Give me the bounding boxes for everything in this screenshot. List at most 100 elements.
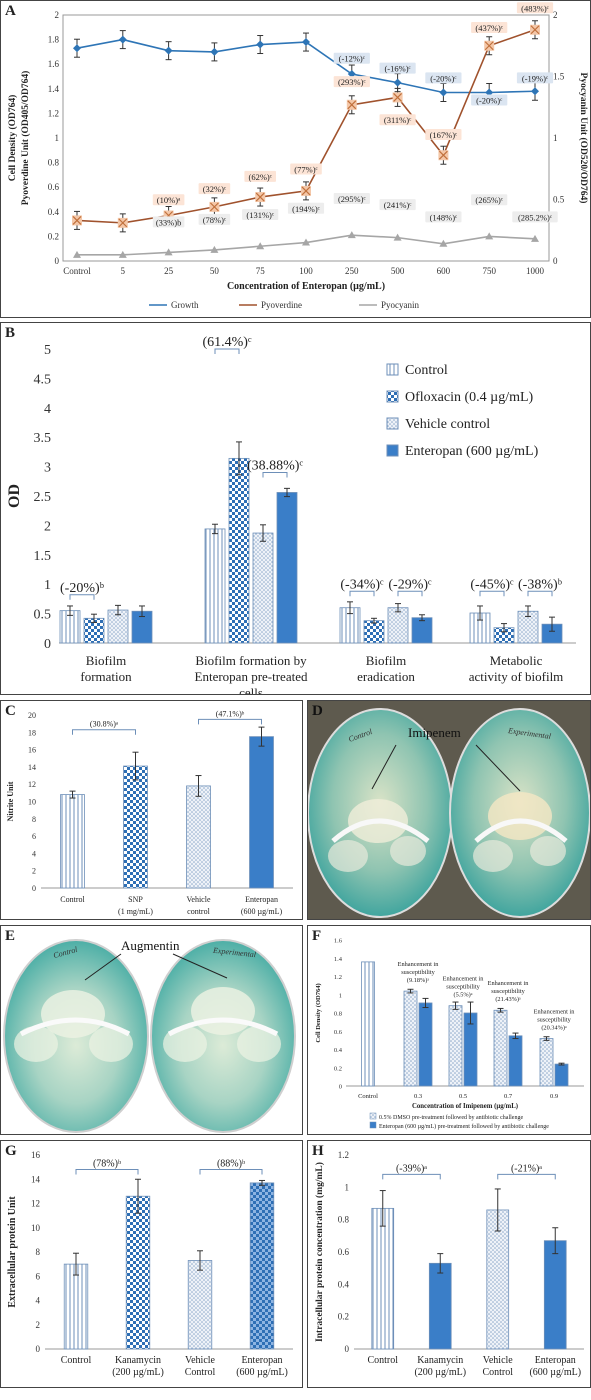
- annotation-box: [290, 163, 322, 175]
- y-tick-label-left: 2: [55, 10, 60, 20]
- annotation-label: (10%)ᵃ: [157, 195, 181, 205]
- data-point-pyoverdine-x: [347, 100, 357, 110]
- callout-augmentin: Augmentin: [121, 938, 180, 953]
- panel-h: 0 0.2 0.4 0.6 0.8 1 1.2 Intracellular protein c…: [307, 1140, 591, 1388]
- annotation-box: [379, 199, 416, 211]
- y-tick-label-left: 0.8: [48, 158, 60, 168]
- chart-b: 00.511.522.533.544.55ODBiofilmformationB…: [6, 335, 576, 694]
- significance-bracket: [349, 590, 375, 597]
- y-tick-label: 8: [36, 1247, 41, 1257]
- annotation-label: (-39%)ᵃ: [396, 1163, 427, 1174]
- annotation-label: Enhancement in: [534, 1008, 576, 1015]
- annotation-label: (-12%)ᶜ: [339, 54, 366, 64]
- category-label: (600 µg/mL): [241, 907, 283, 916]
- annotation-label: (62%)ᶜ: [248, 172, 272, 182]
- data-point-growth: [256, 40, 265, 49]
- bar: [249, 736, 274, 889]
- annotation-box: [379, 62, 416, 74]
- y-tick-label: 3.5: [34, 431, 52, 446]
- panel-f: 0 0.2 0.4 0.6 0.8 1 1.2 1.4 1.6 Cell Density (OD7…: [307, 925, 591, 1135]
- annotation-box: [287, 202, 325, 214]
- y-tick-label-left: 1.6: [48, 59, 60, 69]
- x-axis-title: Concentration of Enteropan (µg/mL): [227, 281, 385, 292]
- y-tick-label: 0.6: [334, 1029, 343, 1036]
- y-tick-label: 12: [28, 780, 36, 789]
- annotation-box: [333, 76, 370, 88]
- data-point-pyoverdine-x: [530, 25, 540, 35]
- x-tick-label: 25: [164, 266, 174, 276]
- panel-label-e: E: [5, 928, 16, 944]
- data-point-pyoverdine-x: [438, 150, 448, 160]
- x-tick-label: 100: [299, 266, 313, 276]
- data-point-pyocyanin: [302, 238, 310, 246]
- annotation-label: (20.34%)ᵃ: [541, 1024, 567, 1031]
- panel-d: Imipenem Control Experimental D: [307, 700, 591, 920]
- category-label: Vehicle: [187, 895, 211, 904]
- legend-label: 0.5% DMSO pre-treatment followed by anti…: [379, 1114, 523, 1121]
- y-tick-label: 12: [31, 1199, 40, 1209]
- bar: [363, 620, 385, 644]
- y-tick-label: 4: [36, 1296, 41, 1306]
- annotation-label: (78%)ᵇ: [93, 1159, 121, 1170]
- x-tick-label: 75: [256, 266, 266, 276]
- data-point-pyocyanin: [393, 233, 402, 241]
- annotation-label: (-19%)ᶜ: [522, 73, 549, 83]
- bar: [204, 528, 226, 644]
- panel-label-d: D: [312, 703, 323, 719]
- annotation-box: [425, 211, 462, 223]
- chart-c: 0 2 4 6 8 10 12 14 16 18 20 Nitrite Unit Control SNP (…: [6, 709, 293, 916]
- annotation-box: [471, 94, 508, 106]
- data-point-growth: [347, 70, 356, 79]
- panel-label-c: C: [5, 703, 16, 719]
- data-point-growth: [439, 88, 448, 97]
- bar: [508, 1035, 523, 1087]
- y-axis-title: Cell Density (OD764): [315, 983, 322, 1042]
- data-point-growth: [485, 88, 494, 97]
- y-tick-label: 0: [36, 1344, 41, 1354]
- annotation-box: [516, 2, 554, 14]
- y-tick-label: 0.5: [34, 608, 52, 623]
- y-tick-label-left: 1: [55, 133, 60, 143]
- y-tick-label-left: 0.6: [48, 182, 60, 192]
- legend-swatch: [369, 1121, 377, 1129]
- bar: [187, 1260, 213, 1350]
- y-tick-label: 4.5: [34, 372, 52, 387]
- data-point-growth: [302, 38, 310, 47]
- annotation-label: Enhancement in: [398, 961, 440, 968]
- panel-c: 0 2 4 6 8 10 12 14 16 18 20 Nitrite Unit Control SNP (…: [0, 700, 303, 920]
- category-label: (200 µg/mL): [414, 1367, 466, 1378]
- y-tick-label-left: 1.4: [48, 84, 60, 94]
- bar: [448, 1005, 463, 1087]
- annotation-box: [198, 213, 231, 225]
- significance-bracket: [214, 348, 240, 354]
- significance-bracket: [397, 590, 423, 597]
- x-tick-label: 600: [437, 266, 451, 276]
- y-axis-title: Nitrite Unit: [6, 781, 15, 821]
- data-point-pyoverdine-x: [72, 215, 82, 225]
- annotation-box: [512, 211, 558, 223]
- y-axis-title: OD: [6, 484, 23, 508]
- y-tick-label-left: 1.2: [48, 108, 59, 118]
- group-label: eradication: [357, 669, 415, 684]
- y-axis-title-left: Cell Density (OD764): [7, 95, 18, 182]
- group-label: cells: [239, 685, 263, 694]
- data-point-pyoverdine-x: [209, 202, 219, 212]
- annotation-box: [379, 114, 416, 126]
- chart-f: 0 0.2 0.4 0.6 0.8 1 1.2 1.4 1.6 Cell Density (OD7…: [315, 938, 584, 1130]
- category-label: Control: [367, 1355, 398, 1366]
- annotation-label: (148%)ᶜ: [430, 212, 458, 222]
- category-label: Control: [185, 1367, 216, 1378]
- annotation-label: (483%)ᶜ: [521, 3, 549, 13]
- y-tick-label: 2: [36, 1320, 41, 1330]
- y-tick-label: 0.6: [338, 1247, 350, 1257]
- bar-control: [361, 961, 375, 1087]
- y-tick-label-left: 0.4: [48, 207, 60, 217]
- data-point-pyoverdine-x: [393, 92, 403, 102]
- bar: [418, 1002, 433, 1087]
- bar: [428, 1262, 452, 1350]
- y-tick-label-left: 0.2: [48, 231, 59, 241]
- annotation-label: (437%)ᶜ: [475, 23, 503, 33]
- legend-swatch: [386, 444, 399, 457]
- y-tick-label: 0.8: [338, 1215, 350, 1225]
- annotation-box: [242, 208, 279, 220]
